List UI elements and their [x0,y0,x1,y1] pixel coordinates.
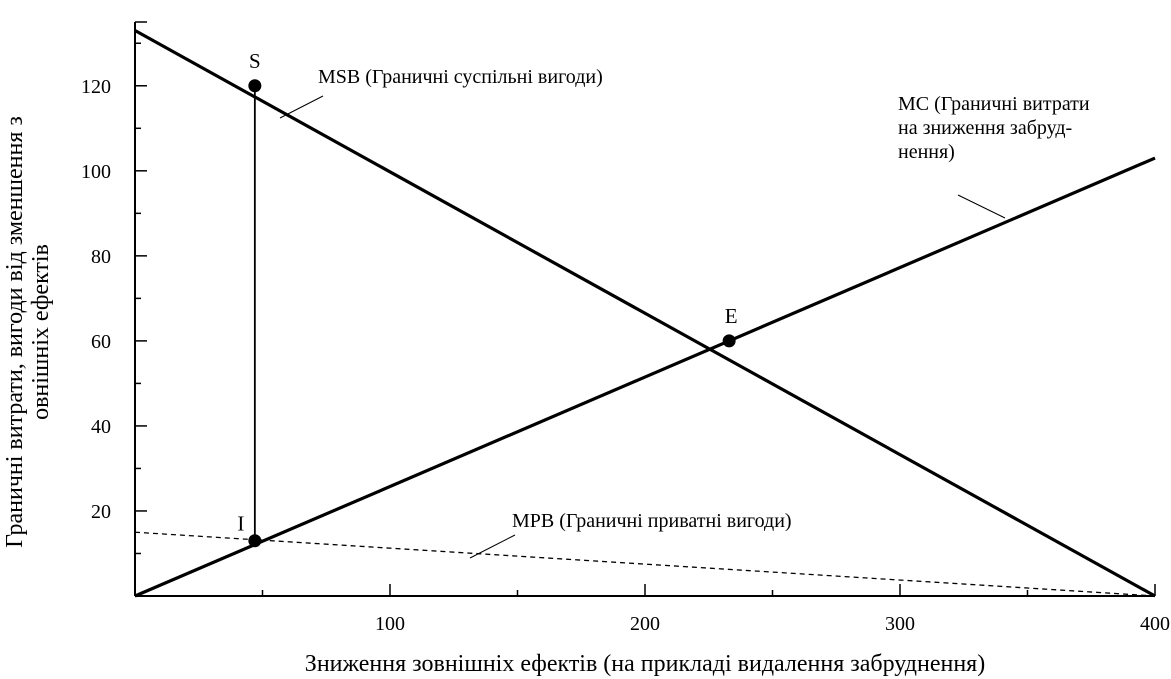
mc-annotation-line-2: на зниження забруд- [898,117,1072,139]
x-axis-title: Зниження зовнішніх ефектів (на прикладі … [305,651,985,677]
leader-lines [279,95,1006,559]
point-s-label: S [249,49,261,73]
x-tick-label: 100 [375,613,405,635]
mc-annotation-line-1: MC (Граничні витрати [898,93,1090,115]
mc-annotation-line-3: нення) [898,141,955,163]
mpb-annotation: MPB (Граничні приватні вигоди) [512,510,792,532]
point-s-marker [248,79,262,93]
y-axis-title-line-1: Граничні витрати, вигоди від зменшення з [2,116,28,548]
point-markers [248,79,736,548]
series-lines [134,29,1156,598]
y-tick-label: 80 [91,246,111,268]
x-tick-label: 300 [885,613,915,635]
point-i-marker [248,534,262,548]
msb-leader [279,95,324,119]
mc-leader [957,194,1006,219]
point-i-label: I [237,512,244,536]
text-labels: S E I MSB (Граничні суспільні вигоди) MC (Гр… [237,49,1090,536]
y-tick-label: 60 [91,331,111,353]
x-tick-label: 200 [630,613,660,635]
x-tick-label: 400 [1140,613,1170,635]
axes: 20 40 60 80 100 120 100 200 300 400 [81,21,1170,635]
msb-line [134,29,1156,598]
y-axis-title-line-2: овнішніх ефектів [28,244,54,420]
y-tick-label: 20 [91,501,111,523]
y-tick-label: 120 [81,76,111,98]
mc-line [134,156,1156,598]
y-tick-label: 100 [81,161,111,183]
y-tick-label: 40 [91,416,111,438]
msb-annotation: MSB (Граничні суспільні вигоди) [318,66,603,88]
point-e-marker [722,334,736,348]
mpb-leader [469,534,516,559]
point-e-label: E [725,304,738,328]
